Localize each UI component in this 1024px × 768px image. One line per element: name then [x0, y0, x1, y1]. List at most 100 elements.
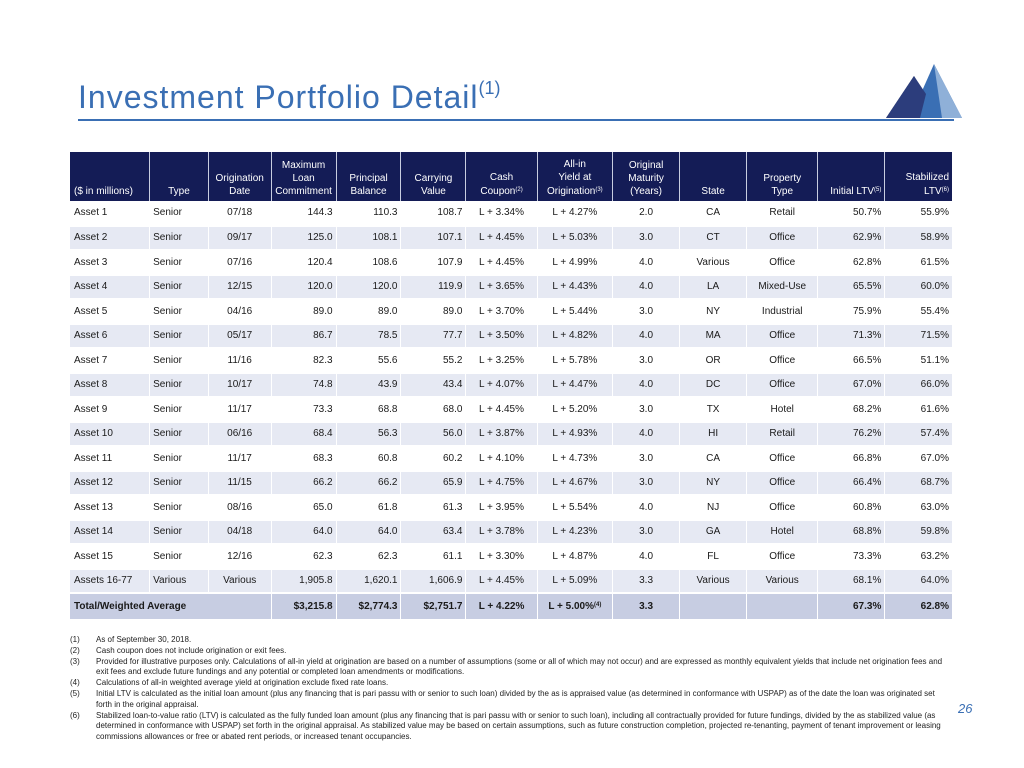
cell-max-loan-commitment: 62.3: [270, 544, 337, 570]
cell-stabilized-ltv: 57.4%: [884, 421, 952, 447]
table-body: Asset 1 Senior 07/18 144.3 110.3 108.7 L + 3.3…: [70, 201, 952, 594]
cell-type: Senior: [149, 470, 209, 496]
cell-state: GA: [679, 519, 747, 545]
footnote-number: (5): [70, 688, 80, 698]
table-row: Asset 4 Senior 12/15 120.0 120.0 119.9 L + 3.6…: [70, 274, 952, 300]
footnote-text: As of September 30, 2018.: [96, 635, 192, 644]
cell-all-in-yield: L + 5.54%: [536, 495, 613, 521]
col-header-principal-balance: Principal Balance: [335, 152, 401, 201]
cell-original-maturity: 3.0: [612, 397, 680, 423]
footnote-text: Calculations of all-in weighted average …: [96, 678, 389, 688]
cell-cash-coupon: L + 3.25%: [465, 348, 538, 374]
footnote-number: (1): [70, 635, 80, 644]
total-initial-ltv: 67.3%: [817, 593, 885, 621]
cell-stabilized-ltv: 55.9%: [884, 201, 952, 227]
table-row: Asset 10 Senior 06/16 68.4 56.3 56.0 L + 3.87%…: [70, 421, 952, 447]
cell-type: Senior: [149, 397, 209, 423]
cell-carrying-value: 1,606.9: [400, 568, 466, 594]
page-title-text: Investment Portfolio Detail: [78, 79, 479, 115]
cell-stabilized-ltv: 60.0%: [884, 274, 952, 300]
total-label: Total/Weighted Average: [70, 593, 272, 621]
cell-initial-ltv: 75.9%: [817, 299, 885, 325]
table-row: Asset 5 Senior 04/16 89.0 89.0 89.0 L + 3.70% L…: [70, 299, 952, 325]
col-header-line: Type: [168, 186, 190, 197]
cell-property-type: Office: [746, 348, 818, 374]
cell-cash-coupon: L + 4.75%: [465, 470, 538, 496]
cell-principal-balance: 89.0: [335, 299, 401, 325]
cell-all-in-yield: L + 4.27%: [536, 201, 613, 227]
col-header-line: Balance: [350, 186, 387, 197]
cell-initial-ltv: 67.0%: [817, 372, 885, 398]
col-header-type: Type: [149, 152, 209, 201]
footnote-text: Cash coupon does not include origination…: [96, 645, 287, 655]
table-row: Asset 6 Senior 05/17 86.7 78.5 77.7 L + 3.50% L…: [70, 323, 952, 349]
cell-origination-date: 11/17: [207, 446, 272, 472]
cell-property-type: Office: [746, 470, 818, 496]
cell-all-in-yield: L + 5.09%: [536, 568, 613, 594]
cell-origination-date: 07/18: [207, 201, 272, 227]
cell-max-loan-commitment: 82.3: [270, 348, 337, 374]
cell-type: Senior: [149, 299, 209, 325]
cell-property-type: Office: [746, 544, 818, 570]
cell-units: Asset 8: [70, 372, 150, 398]
total-maturity: 3.3: [612, 593, 680, 621]
footnote-item: (6) Stabilized loan-to-value ratio (LTV) …: [70, 711, 950, 743]
col-header-initial-ltv: Initial LTV(5): [817, 152, 885, 201]
col-header-all-in-yield: All-in Yield at Origination(3): [536, 152, 613, 201]
cell-original-maturity: 3.0: [612, 225, 680, 251]
total-all-in-sup: (4): [594, 602, 602, 608]
col-header-stabilized-ltv: Stabilized LTV(6): [884, 152, 952, 201]
cell-original-maturity: 3.0: [612, 348, 680, 374]
cell-units: Asset 14: [70, 519, 150, 545]
cell-cash-coupon: L + 3.70%: [465, 299, 538, 325]
cell-property-type: Retail: [746, 201, 818, 227]
cell-state: CA: [679, 446, 747, 472]
cell-cash-coupon: L + 3.95%: [465, 495, 538, 521]
cell-origination-date: 10/17: [207, 372, 272, 398]
cell-carrying-value: 107.1: [400, 225, 466, 251]
table-total-row: Total/Weighted Average $3,215.8 $2,774.3…: [70, 593, 952, 621]
col-header-line: Cash: [489, 172, 514, 183]
total-principal: $2,774.3: [335, 593, 401, 621]
cell-all-in-yield: L + 4.47%: [536, 372, 613, 398]
cell-carrying-value: 89.0: [400, 299, 466, 325]
cell-cash-coupon: L + 3.34%: [465, 201, 538, 227]
cell-cash-coupon: L + 3.78%: [465, 519, 538, 545]
cell-max-loan-commitment: 120.0: [270, 274, 337, 300]
cell-origination-date: 11/17: [207, 397, 272, 423]
cell-cash-coupon: L + 3.50%: [465, 323, 538, 349]
cell-stabilized-ltv: 67.0%: [884, 446, 952, 472]
cell-origination-date: 12/16: [207, 544, 272, 570]
table-row: Asset 13 Senior 08/16 65.0 61.8 61.3 L + 3.95%…: [70, 495, 952, 521]
cell-all-in-yield: L + 4.99%: [536, 250, 613, 276]
cell-original-maturity: 4.0: [612, 250, 680, 276]
title-footnote-ref: (1): [478, 78, 501, 98]
col-header-footnote-ref: (3): [595, 187, 603, 193]
table-header-row: ($ in millions) Type Origination Date Maximu…: [70, 152, 952, 201]
cell-type: Senior: [149, 323, 209, 349]
col-header-line: Maturity: [628, 173, 664, 184]
cell-property-type: Office: [746, 225, 818, 251]
col-header-cash-coupon: Cash Coupon(2): [465, 152, 538, 201]
cell-cash-coupon: L + 4.07%: [465, 372, 538, 398]
cell-units: Asset 12: [70, 470, 150, 496]
cell-state: NY: [679, 470, 747, 496]
table-row: Assets 16-77 Various Various 1,905.8 1,620.1…: [70, 568, 952, 594]
cell-units: Asset 5: [70, 299, 150, 325]
cell-all-in-yield: L + 5.44%: [536, 299, 613, 325]
cell-state: TX: [679, 397, 747, 423]
cell-origination-date: 04/18: [207, 519, 272, 545]
cell-units: Asset 10: [70, 421, 150, 447]
total-carrying: $2,751.7: [400, 593, 466, 621]
portfolio-table: ($ in millions) Type Origination Date Maximu…: [70, 152, 952, 621]
cell-all-in-yield: L + 4.43%: [536, 274, 613, 300]
cell-type: Senior: [149, 274, 209, 300]
table-row: Asset 9 Senior 11/17 73.3 68.8 68.0 L + 4.45% L…: [70, 397, 952, 423]
col-header-line: Date: [229, 186, 251, 197]
cell-property-type: Retail: [746, 421, 818, 447]
cell-property-type: Office: [746, 323, 818, 349]
cell-type: Senior: [149, 421, 209, 447]
cell-property-type: Office: [746, 372, 818, 398]
cell-units: Asset 7: [70, 348, 150, 374]
total-all-in-yield: L + 5.00%(4): [536, 593, 613, 621]
